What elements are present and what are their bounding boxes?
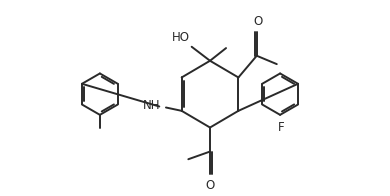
Text: O: O (206, 179, 214, 192)
Text: HO: HO (172, 31, 190, 44)
Text: F: F (277, 121, 284, 134)
Text: O: O (254, 15, 263, 28)
Text: NH: NH (142, 99, 160, 112)
